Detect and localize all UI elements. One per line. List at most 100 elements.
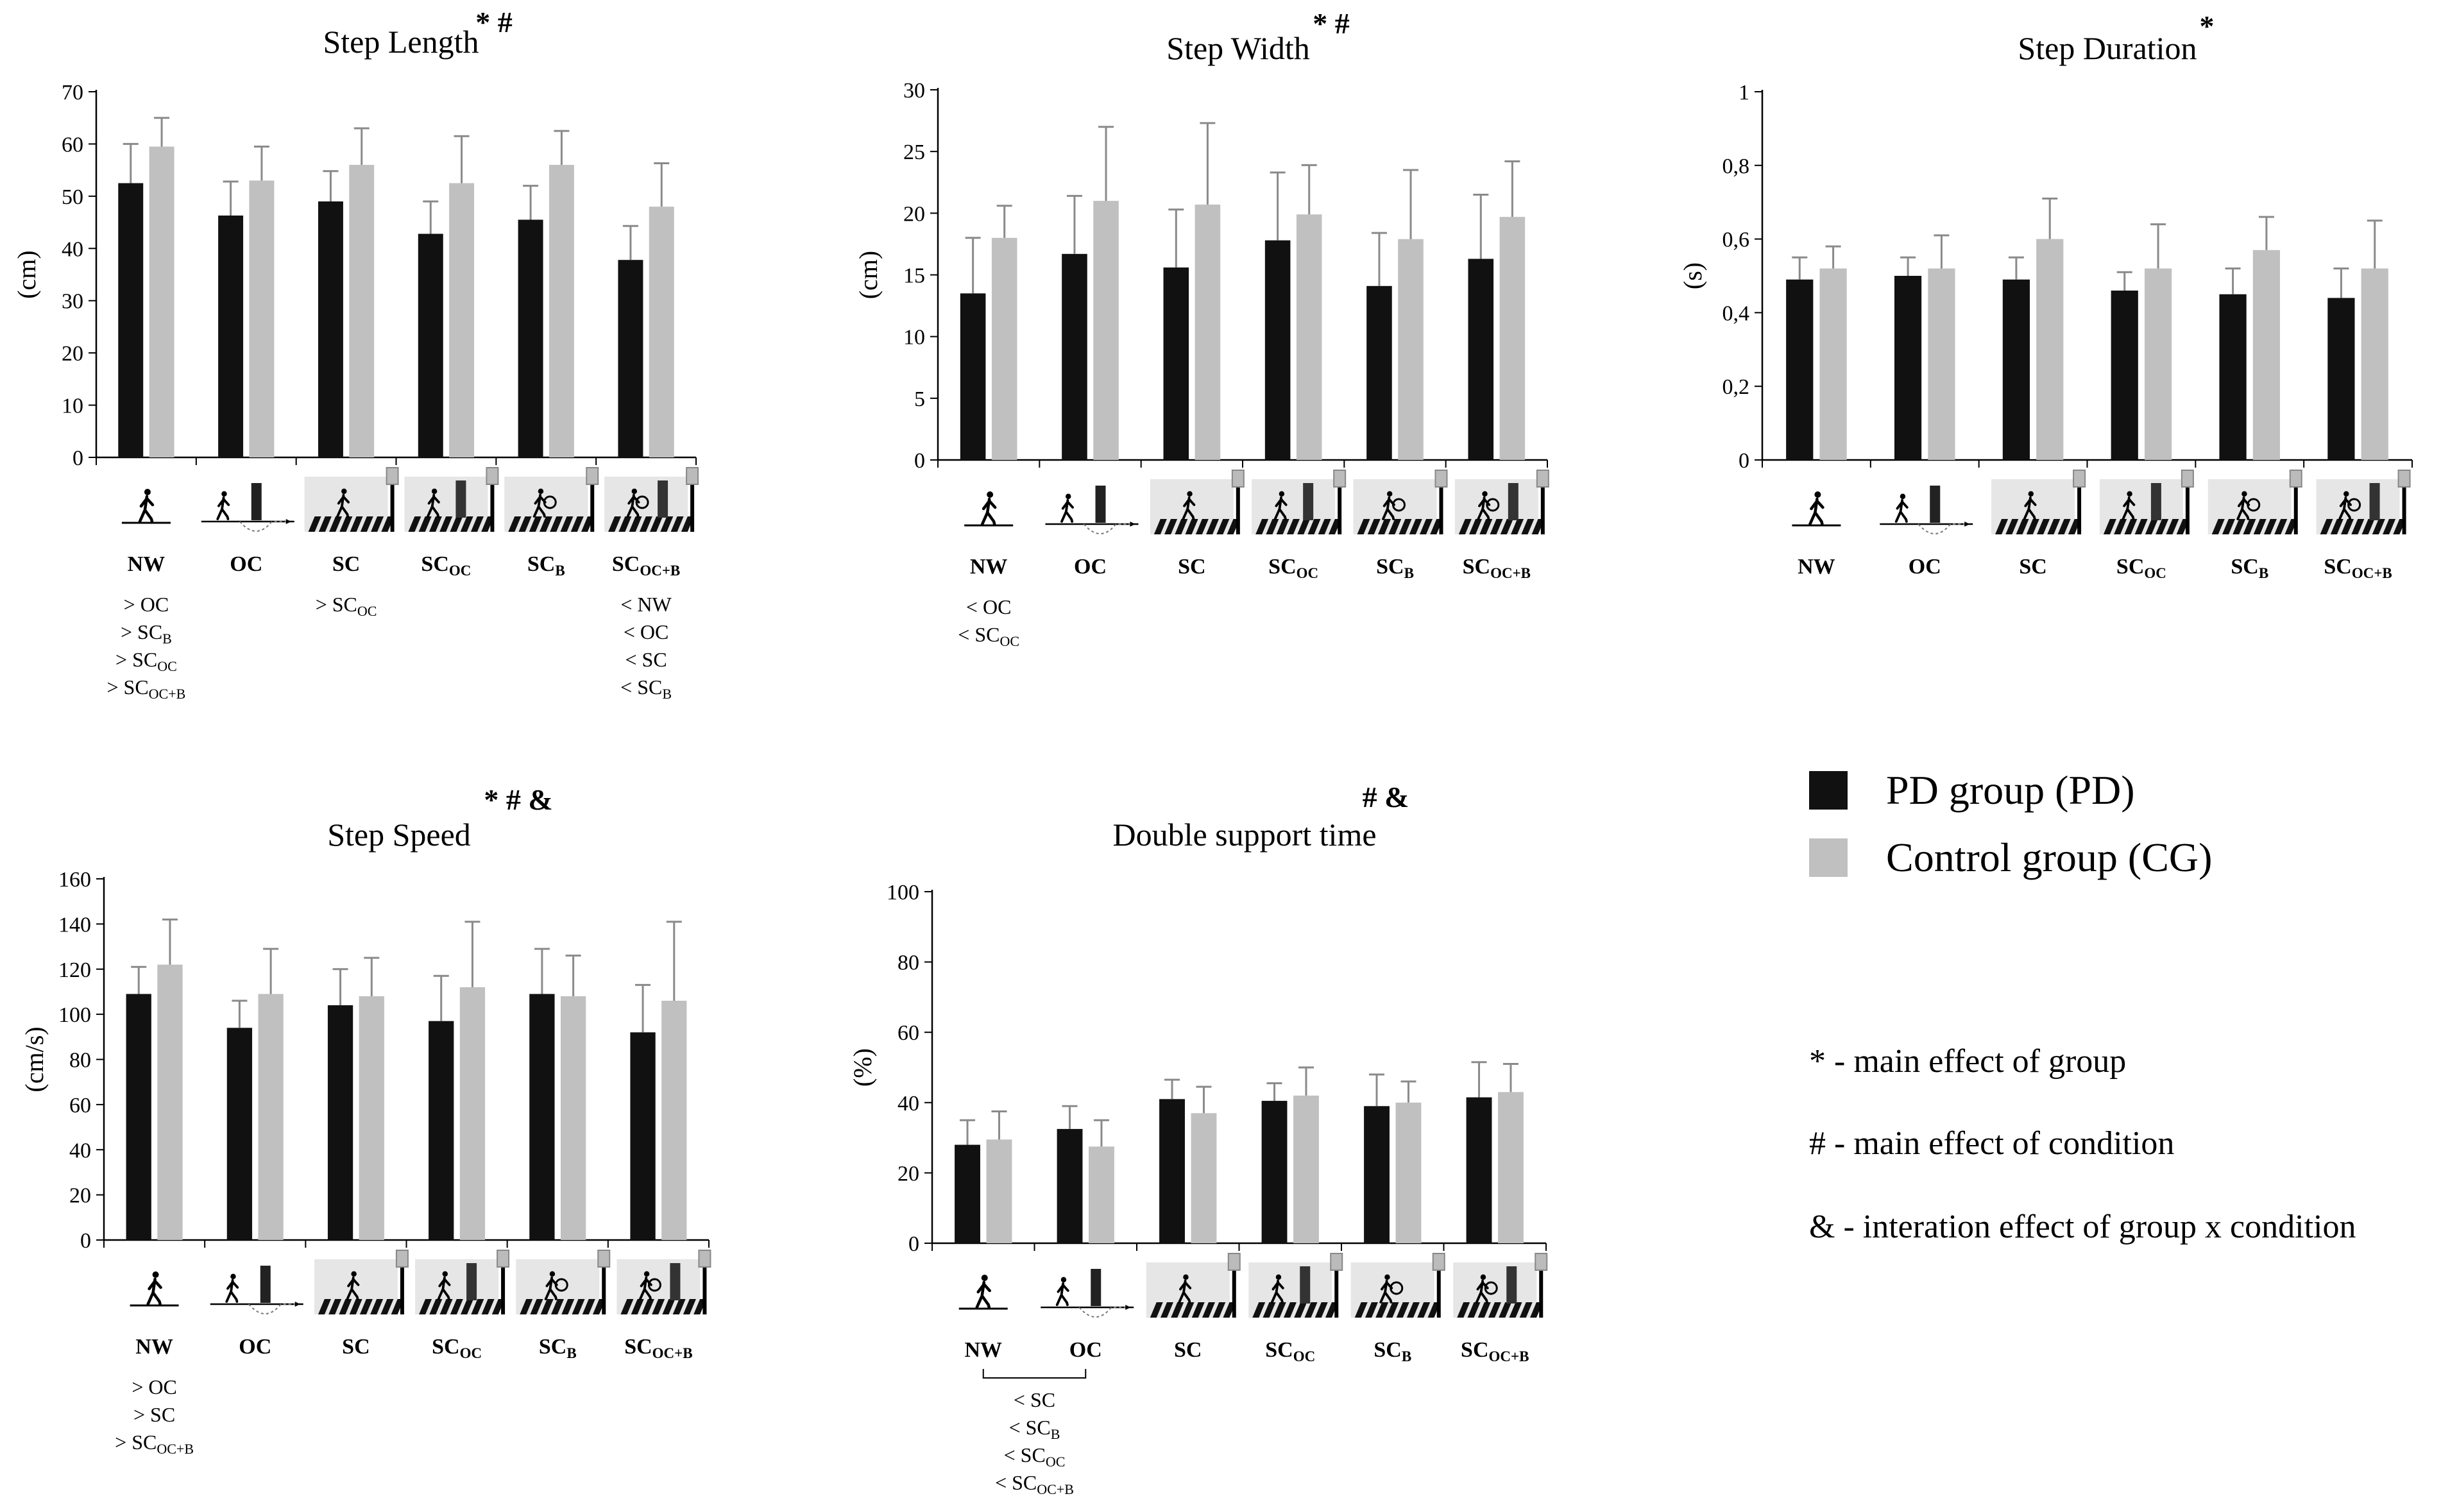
person-body — [1182, 496, 1196, 520]
street-crossing-obstacle-bag-icon — [604, 467, 699, 532]
person-body — [216, 496, 230, 520]
crosswalk-stripe — [639, 516, 652, 532]
crosswalk-stripe — [2361, 519, 2375, 534]
y-tick-label: 0,6 — [1722, 228, 1750, 252]
significance-marks: * # & — [484, 783, 552, 816]
crosswalk-stripe — [1252, 1302, 1266, 1318]
crosswalk-stripe — [318, 1299, 331, 1314]
y-tick-label: 30 — [903, 79, 925, 103]
bar-pd — [429, 1021, 454, 1240]
crosswalk-stripe — [2274, 519, 2288, 534]
bar-pd — [960, 293, 986, 460]
street-crossing-bag-icon — [2207, 470, 2302, 534]
chart-panel-5: Double support time # & (%) 0 20 40 60 80 100 NW O… — [848, 781, 1548, 1497]
crosswalk-stripe — [2341, 519, 2354, 534]
person-body — [1178, 1279, 1192, 1304]
y-tick-label: 0 — [80, 1229, 91, 1253]
bar-cg — [2036, 239, 2064, 460]
y-tick-label: 60 — [69, 1094, 91, 1117]
bar-cg — [649, 207, 674, 457]
person-head — [1386, 491, 1393, 497]
traffic-light — [586, 467, 599, 485]
traffic-light — [386, 467, 399, 485]
crosswalk-stripe — [450, 1299, 463, 1314]
chart-panel-1: Step Length* # (cm) 0 10 20 30 40 50 60 70 NW OC SC S… — [12, 6, 699, 702]
legend-label-cg: Control group (CG) — [1886, 835, 2213, 880]
traffic-post — [2293, 473, 2298, 534]
crosswalk-stripe — [1150, 1302, 1163, 1318]
crosswalk-stripe — [2222, 519, 2235, 534]
condition-label: OC — [1074, 555, 1107, 579]
bar-cg — [249, 180, 275, 457]
crosswalk-stripe — [629, 516, 642, 532]
crosswalk-stripe — [1304, 1302, 1318, 1318]
crosswalk-stripe — [439, 1299, 453, 1314]
bar-cg — [560, 996, 586, 1240]
crosswalk-stripe — [1499, 1302, 1512, 1318]
crosswalk-stripe — [631, 1299, 644, 1314]
person-head — [431, 488, 438, 495]
crosswalk-stripe — [1409, 519, 1422, 534]
y-axis-label: (cm/s) — [20, 1026, 49, 1092]
y-tick-label: 40 — [897, 1092, 919, 1116]
crosswalk-stripe — [2383, 519, 2396, 534]
condition-label: SC — [1178, 555, 1205, 579]
obstacle-bar — [455, 480, 466, 518]
person-body — [146, 1277, 162, 1306]
person-body — [1477, 496, 1491, 520]
traffic-light — [2289, 470, 2302, 488]
street-crossing-bag-icon — [504, 467, 599, 532]
crosswalk-stripe — [641, 1299, 654, 1314]
person-body — [1808, 497, 1824, 526]
annotation-line: < SC — [625, 648, 667, 671]
traffic-post — [2185, 473, 2190, 534]
person-body — [138, 495, 155, 523]
bar-cg — [149, 146, 174, 457]
crosswalk-stripe — [1266, 519, 1279, 534]
bar-pd — [1062, 253, 1087, 460]
street-crossing-bag-icon — [1350, 1253, 1445, 1318]
y-tick-label: 40 — [62, 237, 83, 261]
condition-label: SCOC+B — [624, 1335, 692, 1361]
y-tick-label: 0,4 — [1722, 302, 1750, 325]
crosswalk-stripe — [418, 516, 432, 532]
annotation-line: < SCB — [620, 675, 672, 702]
crosswalk-stripe — [1378, 519, 1391, 534]
bag-outline — [2247, 498, 2261, 512]
annotation-line: < OC — [624, 620, 669, 643]
traffic-post — [690, 470, 695, 532]
y-tick-label: 25 — [903, 140, 925, 164]
crosswalk-stripe — [2026, 519, 2039, 534]
significance-marks: * — [2200, 10, 2215, 42]
annotation-line: > SCOC+B — [106, 675, 185, 702]
bar-pd — [2327, 298, 2355, 460]
y-axis-label: (s) — [1678, 262, 1707, 289]
walking-person-icon — [958, 1275, 1008, 1310]
crosswalk-stripe — [560, 516, 574, 532]
person-head — [981, 1275, 988, 1281]
crosswalk-stripe — [1294, 1302, 1307, 1318]
bar-cg — [1498, 1092, 1524, 1243]
traffic-post — [1232, 1256, 1236, 1318]
annotation-line: < SCB — [1009, 1416, 1060, 1442]
obstacle-bar — [1303, 483, 1314, 520]
traffic-light — [1536, 470, 1549, 488]
bar-cg — [449, 183, 475, 457]
legend-item-pd: PD group (PD) — [1809, 767, 2135, 814]
bag-outline — [635, 495, 649, 509]
annotation-line: > SCB — [121, 620, 172, 647]
traffic-post — [1540, 473, 1545, 534]
person-body — [1060, 498, 1074, 523]
legend-label-pd: PD group (PD) — [1886, 767, 2135, 813]
person-head — [549, 1271, 556, 1277]
bar-cg — [1293, 1095, 1319, 1243]
condition-label: SCB — [2231, 555, 2268, 581]
y-tick-label: 0,8 — [1722, 155, 1750, 178]
obstacle-crossing-icon — [1880, 486, 1973, 534]
traffic-light — [2073, 470, 2086, 488]
crosswalk-stripe — [1161, 1302, 1173, 1318]
legend-note-condition: # - main effect of condition — [1809, 1125, 2174, 1162]
crosswalk-stripe — [650, 516, 663, 532]
crosswalk-stripe — [1457, 1302, 1470, 1318]
traffic-post — [590, 470, 595, 532]
